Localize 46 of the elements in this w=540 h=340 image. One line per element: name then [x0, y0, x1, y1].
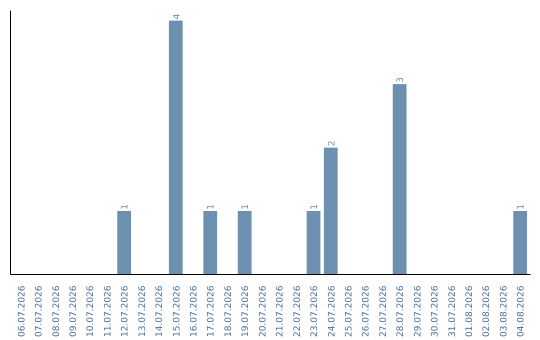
x-tick-label: 27.07.2026: [378, 285, 389, 338]
x-tick-label: 17.07.2026: [206, 285, 217, 338]
x-tick-label: 14.07.2026: [155, 285, 166, 338]
bar: [203, 211, 218, 274]
data-label: 1: [241, 204, 252, 210]
x-tick-label: 11.07.2026: [103, 285, 114, 338]
bar: [168, 20, 183, 274]
data-label: 1: [120, 204, 131, 210]
x-tick-label: 03.08.2026: [499, 285, 510, 338]
bar: [324, 148, 338, 274]
data-label: 1: [206, 204, 217, 210]
x-tick-label: 13.07.2026: [138, 285, 148, 338]
bar: [238, 211, 252, 274]
x-tick-label: 29.07.2026: [413, 285, 424, 338]
x-tick-label: 04.08.2026: [516, 285, 527, 338]
bar: [513, 211, 528, 274]
x-tick-label: 07.07.2026: [34, 285, 45, 338]
data-label: 4: [172, 13, 182, 20]
x-tick-label: 21.07.2026: [276, 285, 286, 338]
x-tick-label: 08.07.2026: [52, 285, 62, 338]
x-tick-label: 02.08.2026: [482, 285, 492, 338]
bar: [306, 211, 320, 274]
x-tick-label: 28.07.2026: [396, 285, 406, 338]
x-tick-label: 15.07.2026: [172, 285, 182, 338]
x-tick-label: 24.07.2026: [327, 285, 338, 338]
data-label: 1: [310, 204, 320, 210]
x-tick-label: 25.07.2026: [344, 285, 354, 338]
data-label: 3: [396, 77, 406, 83]
x-tick-label: 06.07.2026: [17, 285, 28, 338]
x-tick-label: 10.07.2026: [86, 285, 96, 338]
x-tick-label: 22.07.2026: [292, 285, 303, 338]
x-tick-label: 01.08.2026: [465, 285, 476, 338]
x-tick-label: 12.07.2026: [120, 285, 131, 338]
bar: [117, 211, 132, 274]
x-tick-label: 26.07.2026: [362, 285, 372, 338]
x-tick-label: 30.07.2026: [430, 285, 441, 338]
x-tick-label: 23.07.2026: [310, 285, 320, 338]
data-label: 2: [327, 140, 338, 146]
x-tick-label: 19.07.2026: [241, 285, 252, 338]
bar: [392, 84, 407, 274]
x-tick-label: 31.07.2026: [448, 285, 458, 338]
data-label: 1: [516, 204, 527, 210]
x-tick-label: 18.07.2026: [224, 285, 234, 338]
x-tick-label: 20.07.2026: [258, 285, 268, 338]
x-tick-label: 16.07.2026: [190, 285, 200, 338]
x-tick-label: 09.07.2026: [68, 285, 79, 338]
